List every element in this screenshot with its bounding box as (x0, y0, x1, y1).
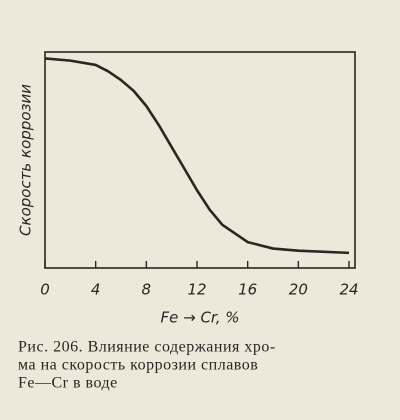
x-tick-label: 8 (142, 281, 152, 299)
x-tick-label: 16 (238, 281, 257, 299)
x-tick-label: 4 (91, 281, 101, 299)
x-tick-label: 12 (187, 281, 206, 299)
x-tick-label: 0 (40, 281, 50, 299)
y-axis-label: Скорость коррозии (17, 84, 35, 236)
caption-line: Рис. 206. Влияние содержания хро- (18, 339, 276, 356)
caption-line: ма на скорость коррозии сплавов (18, 357, 258, 374)
x-axis-label: Fe → Cr, % (160, 309, 239, 327)
x-tick-label: 20 (289, 281, 308, 299)
plot-frame (44, 51, 356, 269)
curve (44, 57, 350, 255)
x-tick-label: 24 (339, 281, 358, 299)
caption-line: Fe—Cr в воде (18, 375, 118, 392)
